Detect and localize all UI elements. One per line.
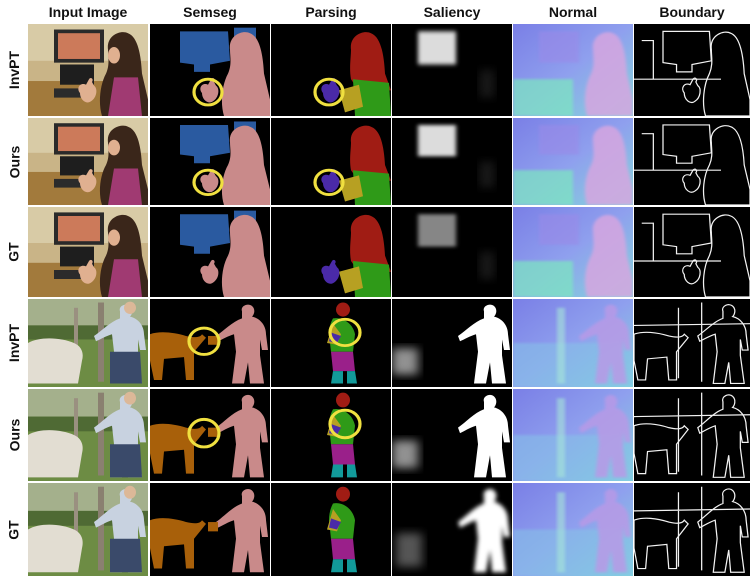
input-image-image (28, 24, 148, 116)
input-image-image (28, 207, 148, 297)
panel-normal-ours-1 (513, 118, 633, 205)
semseg-image (150, 24, 270, 116)
normal-image (513, 483, 633, 576)
boundary-image (634, 299, 750, 387)
panel-input-image-ours-2 (28, 389, 148, 481)
panel-saliency-ours-1 (392, 118, 512, 205)
parsing-image (271, 207, 391, 297)
col-header-input-image: Input Image (48, 4, 128, 20)
panel-parsing-invpt-1 (271, 24, 391, 116)
saliency-image (392, 207, 512, 297)
boundary-image (634, 207, 750, 297)
panel-saliency-invpt-2 (392, 299, 512, 387)
panel-parsing-invpt-2 (271, 299, 391, 387)
panel-boundary-ours-2 (634, 389, 750, 481)
panel-saliency-gt-2 (392, 483, 512, 576)
panel-boundary-invpt-1 (634, 24, 750, 116)
highlight-circle (328, 317, 362, 348)
semseg-image (150, 118, 270, 205)
row-label-invpt-2: InvPT (6, 323, 22, 363)
panel-parsing-gt-2 (271, 483, 391, 576)
normal-image (513, 118, 633, 205)
boundary-image (634, 24, 750, 116)
semseg-image (150, 389, 270, 481)
panel-normal-gt-1 (513, 207, 633, 297)
saliency-image (392, 483, 512, 576)
semseg-image (150, 207, 270, 297)
input-image-image (28, 389, 148, 481)
semseg-image (150, 483, 270, 576)
parsing-image (271, 389, 391, 481)
col-header-semseg: Semseg (183, 4, 237, 20)
panel-semseg-gt-1 (150, 207, 270, 297)
panel-normal-invpt-2 (513, 299, 633, 387)
panel-saliency-invpt-1 (392, 24, 512, 116)
parsing-image (271, 299, 391, 387)
panel-boundary-invpt-2 (634, 299, 750, 387)
panel-input-image-invpt-2 (28, 299, 148, 387)
panel-input-image-gt-1 (28, 207, 148, 297)
panel-semseg-gt-2 (150, 483, 270, 576)
panel-semseg-invpt-1 (150, 24, 270, 116)
col-header-saliency: Saliency (423, 4, 481, 20)
boundary-image (634, 118, 750, 205)
input-image-image (28, 118, 148, 205)
parsing-image (271, 24, 391, 116)
panel-normal-invpt-1 (513, 24, 633, 116)
saliency-image (392, 389, 512, 481)
input-image-image (28, 483, 148, 576)
highlight-circle (192, 77, 224, 107)
boundary-image (634, 483, 750, 576)
normal-image (513, 24, 633, 116)
col-header-normal: Normal (548, 4, 598, 20)
semseg-image (150, 299, 270, 387)
panel-saliency-gt-1 (392, 207, 512, 297)
panel-input-image-ours-1 (28, 118, 148, 205)
saliency-image (392, 118, 512, 205)
panel-normal-ours-2 (513, 389, 633, 481)
row-label-gt-1: GT (5, 242, 22, 262)
row-label-ours-1: Ours (6, 145, 22, 178)
row-label-gt-2: GT (5, 519, 22, 540)
normal-image (513, 207, 633, 297)
panel-parsing-gt-1 (271, 207, 391, 297)
panel-semseg-ours-1 (150, 118, 270, 205)
row-label-ours-2: Ours (6, 418, 22, 452)
panel-saliency-ours-2 (392, 389, 512, 481)
highlight-circle (187, 326, 221, 356)
panel-parsing-ours-1 (271, 118, 391, 205)
highlight-circle (328, 408, 362, 440)
panel-semseg-ours-2 (150, 389, 270, 481)
highlight-circle (192, 168, 224, 196)
row-label-invpt-1: InvPT (6, 50, 22, 90)
saliency-image (392, 299, 512, 387)
highlight-circle (313, 77, 345, 107)
saliency-image (392, 24, 512, 116)
highlight-circle (313, 168, 345, 196)
panel-input-image-invpt-1 (28, 24, 148, 116)
panel-boundary-gt-1 (634, 207, 750, 297)
panel-input-image-gt-2 (28, 483, 148, 576)
boundary-image (634, 389, 750, 481)
panel-boundary-ours-1 (634, 118, 750, 205)
normal-image (513, 299, 633, 387)
panel-parsing-ours-2 (271, 389, 391, 481)
panel-semseg-invpt-2 (150, 299, 270, 387)
col-header-boundary: Boundary (659, 4, 725, 20)
highlight-circle (187, 417, 221, 449)
parsing-image (271, 118, 391, 205)
col-header-parsing: Parsing (305, 4, 357, 20)
input-image-image (28, 299, 148, 387)
parsing-image (271, 483, 391, 576)
panel-boundary-gt-2 (634, 483, 750, 576)
normal-image (513, 389, 633, 481)
panel-normal-gt-2 (513, 483, 633, 576)
